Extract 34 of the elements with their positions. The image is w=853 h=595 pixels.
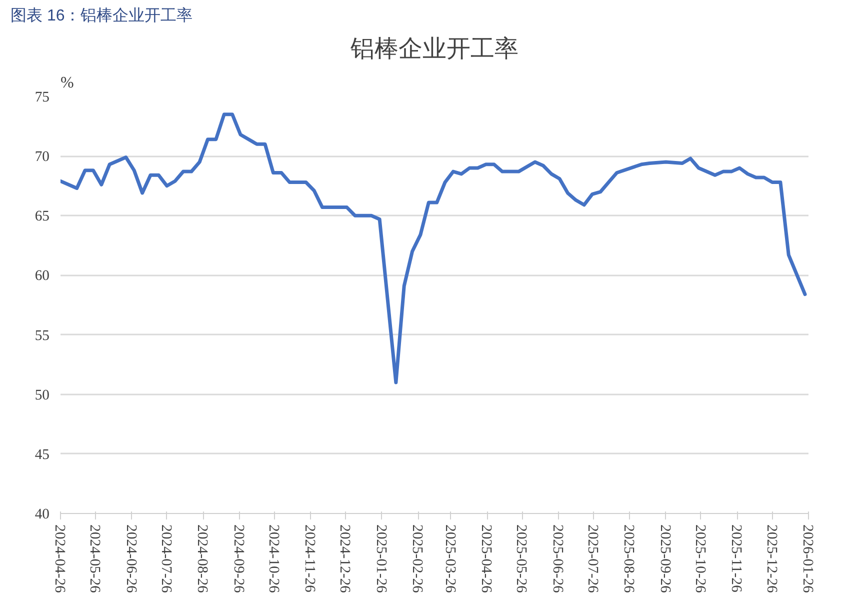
x-tick-label: 2025-03-26	[442, 524, 458, 593]
x-tick-label: 2025-09-26	[656, 524, 673, 593]
x-tick-label: 2025-10-26	[692, 524, 708, 593]
x-tick-label: 2025-07-26	[584, 524, 600, 593]
y-tick-label: 75	[34, 90, 50, 106]
x-tick-label: 2024-06-26	[122, 524, 139, 593]
x-tick-label: 2025-04-26	[478, 524, 494, 593]
x-tick-label: 2026-01-26	[800, 524, 816, 593]
x-tick-label: 2024-12-26	[336, 524, 353, 593]
y-tick-label: 70	[34, 149, 50, 166]
x-tick-label: 2025-11-26	[728, 524, 744, 592]
x-tick-label: 2024-08-26	[194, 524, 210, 593]
x-tick-label: 2024-10-26	[265, 524, 282, 593]
x-tick-label: 2025-12-26	[763, 524, 780, 593]
x-tick-label: 2024-07-26	[158, 524, 174, 593]
x-tick-label: 2025-02-26	[409, 524, 426, 593]
x-tick-label: 2024-09-26	[230, 524, 246, 593]
text: 图表 16：铝棒企业开工率	[10, 6, 193, 24]
y-tick-label: 60	[34, 268, 50, 284]
x-tick-label: 2025-05-26	[513, 524, 530, 593]
chart-title: 铝棒企业开工率	[350, 36, 518, 62]
line-series	[60, 112, 807, 384]
x-tick-label: 2024-04-26	[52, 524, 68, 593]
y-tick-label: 40	[34, 506, 50, 522]
y-axis-title: %	[60, 74, 74, 92]
x-tick-label: 2024-05-26	[86, 524, 103, 593]
x-tick-label: 2025-08-26	[620, 524, 637, 593]
x-tick-label: 2025-06-26	[549, 524, 566, 593]
y-tick-label: 55	[34, 328, 50, 344]
y-tick-label: 45	[34, 446, 50, 463]
x-tick-label: 2025-01-26	[372, 524, 389, 593]
y-tick-label: 50	[34, 387, 50, 404]
y-tick-label: 65	[34, 208, 50, 225]
x-tick-label: 2024-11-26	[302, 524, 318, 592]
